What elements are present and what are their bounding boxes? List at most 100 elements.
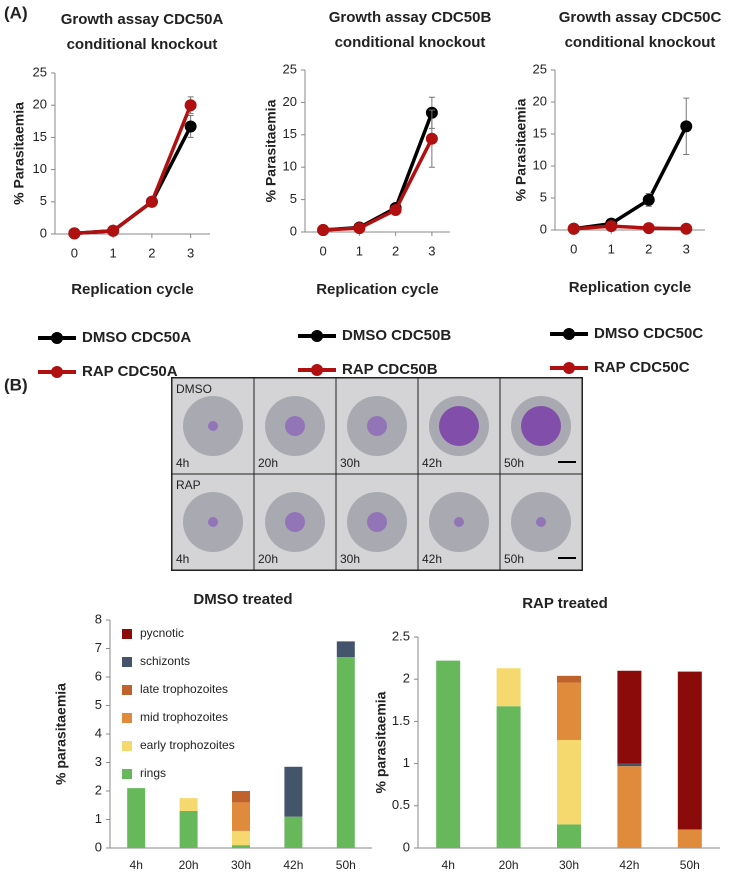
legend-marker <box>51 332 63 344</box>
time-label: 42h <box>422 552 442 566</box>
y-tick-label: 15 <box>533 125 547 140</box>
bar-segment <box>284 816 303 848</box>
y-tick-label: 1.5 <box>392 713 410 728</box>
time-label: 42h <box>422 456 442 470</box>
bar-segment <box>617 763 642 767</box>
x-tick-label: 1 <box>110 245 117 260</box>
y-tick-label: 4 <box>95 725 102 740</box>
legend-label: RAP CDC50A <box>82 363 178 380</box>
bar-segment <box>232 845 250 848</box>
parasite <box>208 421 218 431</box>
x-tick-label: 1 <box>608 241 615 256</box>
y-tick-label: 15 <box>283 126 297 141</box>
data-point <box>145 195 158 208</box>
x-tick-label: 30h <box>231 858 251 872</box>
bar-segment <box>557 675 581 683</box>
y-tick-label: 5 <box>40 193 47 208</box>
series-line <box>573 125 688 231</box>
x-tick-label: 4h <box>130 858 143 872</box>
data-point <box>184 99 197 112</box>
x-tick-label: 30h <box>559 858 579 872</box>
time-label: 50h <box>504 456 524 470</box>
legend-label: late trophozoites <box>140 682 228 696</box>
data-point <box>353 222 366 235</box>
y-tick-label: 20 <box>533 93 547 108</box>
y-tick-label: 7 <box>95 640 102 655</box>
x-tick-label: 0 <box>71 245 78 260</box>
legend-swatch <box>122 741 132 751</box>
x-tick-label: 2 <box>392 243 399 258</box>
y-axis-label: % parasitaemia <box>373 691 389 793</box>
legend-swatch <box>122 685 132 695</box>
data-point <box>605 220 618 233</box>
y-tick-label: 0 <box>540 221 547 236</box>
time-label: 4h <box>176 552 189 566</box>
time-label: 4h <box>176 456 189 470</box>
y-tick-label: 0 <box>403 839 410 854</box>
parasite <box>367 512 387 532</box>
x-tick-label: 42h <box>619 858 639 872</box>
y-tick-label: 5 <box>95 697 102 712</box>
data-point <box>680 222 693 235</box>
y-tick-label: 1 <box>403 755 410 770</box>
x-tick-label: 50h <box>680 858 700 872</box>
series-line <box>323 137 434 232</box>
row-label: RAP <box>176 478 201 492</box>
x-tick-label: 20h <box>499 858 519 872</box>
chart-title: DMSO treated <box>193 591 292 608</box>
y-tick-label: 10 <box>533 157 547 172</box>
time-label: 20h <box>258 552 278 566</box>
chart-title: conditional knockout <box>335 34 486 51</box>
bar-segment <box>496 706 521 848</box>
chart-title: conditional knockout <box>565 34 716 51</box>
y-axis-label: % Parasitaemia <box>513 98 529 201</box>
legend-label: RAP CDC50C <box>594 359 690 376</box>
legend-swatch <box>122 657 132 667</box>
series-line <box>573 224 687 231</box>
time-label: 30h <box>340 552 360 566</box>
y-tick-label: 3 <box>95 754 102 769</box>
bar-segment <box>436 660 461 848</box>
legend-marker <box>311 364 323 376</box>
y-tick-label: 25 <box>33 64 47 79</box>
legend-marker <box>563 328 575 340</box>
legend-label: DMSO CDC50B <box>342 327 451 344</box>
parasite <box>285 512 305 532</box>
x-tick-label: 50h <box>336 858 356 872</box>
bar-segment <box>179 810 198 848</box>
x-tick-label: 0 <box>320 243 327 258</box>
y-tick-label: 2 <box>95 782 102 797</box>
x-axis-label: Replication cycle <box>569 279 692 296</box>
panel-label: (A) <box>4 3 28 22</box>
x-tick-label: 2 <box>645 241 652 256</box>
parasite <box>208 517 218 527</box>
bar-segment <box>617 766 642 848</box>
x-tick-label: 42h <box>283 858 303 872</box>
x-tick-label: 4h <box>442 858 455 872</box>
y-tick-label: 15 <box>33 129 47 144</box>
bar-segment <box>336 641 355 658</box>
y-tick-label: 0 <box>40 225 47 240</box>
y-axis-label: % Parasitaemia <box>11 102 27 205</box>
y-tick-label: 25 <box>533 61 547 76</box>
legend-marker <box>563 362 575 374</box>
legend-label: pycnotic <box>140 626 184 640</box>
x-tick-label: 3 <box>428 243 435 258</box>
parasite <box>521 406 561 446</box>
y-tick-label: 10 <box>283 159 297 174</box>
y-tick-label: 5 <box>540 189 547 204</box>
legend-label: mid trophozoites <box>140 710 228 724</box>
chart-title: Growth assay CDC50C <box>559 9 722 26</box>
y-tick-label: 10 <box>33 161 47 176</box>
y-tick-label: 1 <box>95 811 102 826</box>
y-tick-label: 8 <box>95 611 102 626</box>
bar-segment <box>496 668 521 707</box>
bar-segment <box>617 670 642 764</box>
legend-swatch <box>122 769 132 779</box>
x-tick-label: 0 <box>570 241 577 256</box>
bar-segment <box>557 739 581 825</box>
legend-swatch <box>122 629 132 639</box>
y-axis-label: % parasitaemia <box>53 683 69 785</box>
parasite <box>454 517 464 527</box>
